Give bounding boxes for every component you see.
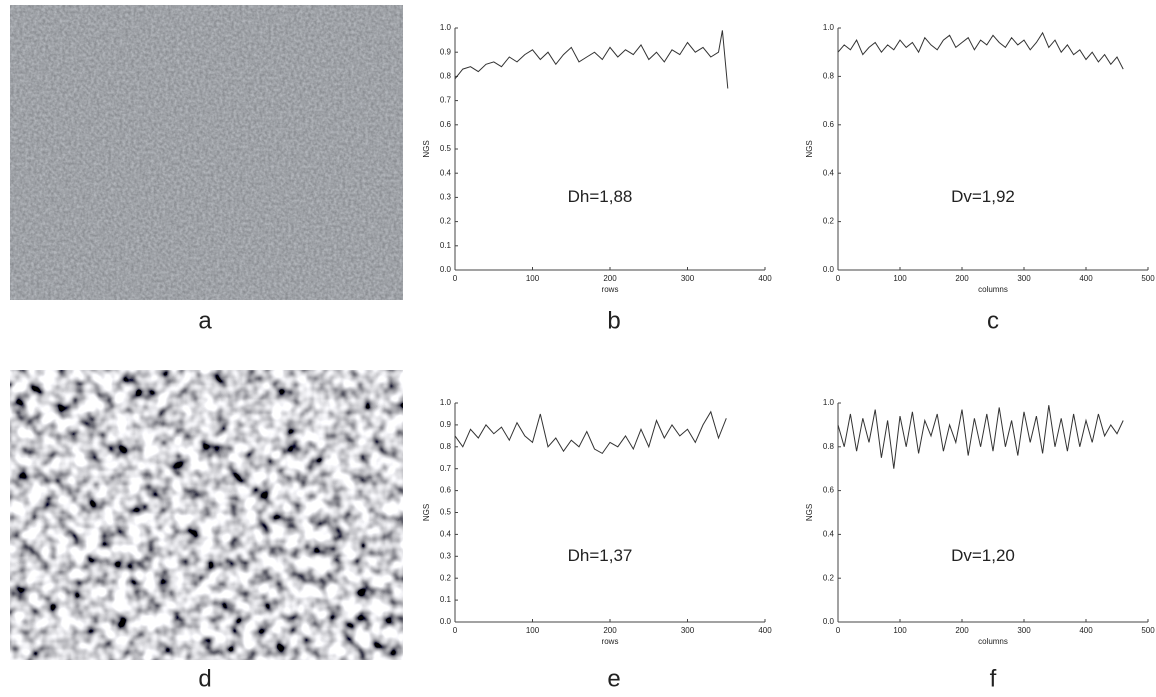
x-tick-label: 200 <box>955 626 969 635</box>
y-tick-label: 0.3 <box>440 193 452 202</box>
y-tick-label: 0.4 <box>823 168 835 177</box>
y-tick-label: 0.8 <box>823 442 835 451</box>
x-axis-label: rows <box>602 637 619 646</box>
data-line <box>837 31 1124 70</box>
x-axis-label: rows <box>602 285 619 294</box>
panel-label: f <box>990 665 997 692</box>
x-tick-label: 100 <box>526 274 540 283</box>
x-tick-label: 0 <box>453 274 458 283</box>
x-tick-label: 300 <box>681 274 695 283</box>
y-tick-label: 0.1 <box>440 241 452 250</box>
y-axis-label: NGS <box>805 140 814 157</box>
x-tick-label: 400 <box>1079 626 1093 635</box>
x-tick-label: 100 <box>893 274 907 283</box>
data-line <box>454 30 729 89</box>
data-line <box>837 405 1124 469</box>
y-tick-label: 0.5 <box>440 508 452 517</box>
x-tick-label: 500 <box>1141 626 1155 635</box>
x-tick-label: 0 <box>453 626 458 635</box>
y-tick-label: 0.2 <box>823 217 835 226</box>
y-tick-label: 0.3 <box>440 551 452 560</box>
y-tick-label: 0.8 <box>440 442 452 451</box>
y-tick-label: 1.0 <box>440 23 452 32</box>
y-tick-label: 0.4 <box>440 530 452 539</box>
y-tick-label: 0.0 <box>823 617 835 626</box>
annotation: Dh=1,37 <box>568 546 633 565</box>
y-tick-label: 0.4 <box>823 530 835 539</box>
micrograph-a-texture <box>10 5 403 300</box>
y-tick-label: 0.0 <box>440 617 452 626</box>
y-tick-label: 0.6 <box>823 486 835 495</box>
x-axis-label: columns <box>978 285 1008 294</box>
y-tick-label: 0.0 <box>440 265 452 274</box>
y-tick-label: 0.7 <box>440 96 452 105</box>
panel-label: b <box>607 307 620 334</box>
x-tick-label: 300 <box>1017 274 1031 283</box>
annotation: Dh=1,88 <box>568 187 633 206</box>
x-axis-label: columns <box>978 637 1008 646</box>
panel-label: a <box>198 307 212 334</box>
y-axis-label: NGS <box>422 504 431 521</box>
y-tick-label: 1.0 <box>823 398 835 407</box>
annotation: Dv=1,20 <box>951 546 1015 565</box>
x-tick-label: 100 <box>526 626 540 635</box>
y-tick-label: 0.4 <box>440 168 452 177</box>
x-tick-label: 400 <box>758 626 772 635</box>
x-tick-label: 400 <box>758 274 772 283</box>
y-tick-label: 0.6 <box>440 486 452 495</box>
x-tick-label: 300 <box>1017 626 1031 635</box>
y-axis-label: NGS <box>422 140 431 157</box>
x-tick-label: 300 <box>681 626 695 635</box>
x-tick-label: 0 <box>836 274 841 283</box>
data-line <box>454 410 727 455</box>
y-tick-label: 1.0 <box>823 23 835 32</box>
panel-label: e <box>607 665 620 692</box>
y-tick-label: 0.1 <box>440 595 452 604</box>
y-tick-label: 0.6 <box>823 120 835 129</box>
x-tick-label: 200 <box>603 626 617 635</box>
y-tick-label: 0.6 <box>440 120 452 129</box>
y-tick-label: 0.2 <box>440 217 452 226</box>
y-tick-label: 0.5 <box>440 144 452 153</box>
panel-label: c <box>987 307 999 334</box>
y-tick-label: 0.9 <box>440 47 452 56</box>
y-tick-label: 0.2 <box>823 573 835 582</box>
y-tick-label: 1.0 <box>440 398 452 407</box>
x-tick-label: 200 <box>603 274 617 283</box>
y-axis-label: NGS <box>805 504 814 521</box>
annotation: Dv=1,92 <box>951 187 1015 206</box>
x-tick-label: 400 <box>1079 274 1093 283</box>
micrograph-d <box>10 370 403 660</box>
panel-label: d <box>198 665 211 692</box>
x-tick-label: 100 <box>893 626 907 635</box>
y-tick-label: 0.7 <box>440 464 452 473</box>
y-tick-label: 0.8 <box>823 72 835 81</box>
y-tick-label: 0.2 <box>440 573 452 582</box>
x-tick-label: 500 <box>1141 274 1155 283</box>
x-tick-label: 200 <box>955 274 969 283</box>
y-tick-label: 0.9 <box>440 420 452 429</box>
x-tick-label: 0 <box>836 626 841 635</box>
y-tick-label: 0.8 <box>440 72 452 81</box>
y-tick-label: 0.0 <box>823 265 835 274</box>
